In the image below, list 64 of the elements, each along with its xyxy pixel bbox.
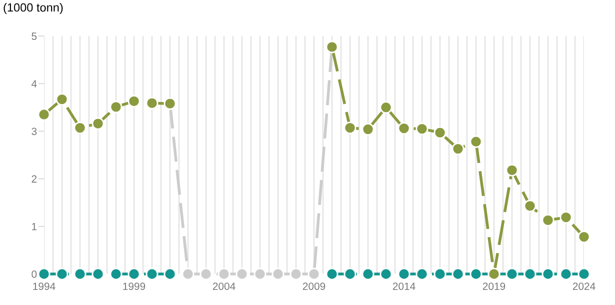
point xyxy=(434,268,446,280)
y-tick-label: 0 xyxy=(32,270,37,278)
point xyxy=(146,268,158,280)
point xyxy=(74,268,86,280)
point xyxy=(56,93,68,106)
point xyxy=(56,268,68,280)
point xyxy=(380,268,392,280)
x-tick-label: 2009 xyxy=(302,282,326,290)
point xyxy=(560,211,572,224)
point xyxy=(578,268,590,280)
point xyxy=(164,268,176,280)
y-tick-label: 5 xyxy=(32,32,37,40)
x-tick-label: 2014 xyxy=(392,282,416,290)
point xyxy=(416,122,428,136)
point xyxy=(38,108,50,121)
point xyxy=(542,268,554,280)
point xyxy=(254,268,266,280)
point xyxy=(398,268,410,280)
x-tick-label: 1994 xyxy=(33,282,56,290)
y-axis-title: (1000 tonn) xyxy=(4,3,63,14)
point xyxy=(506,268,518,280)
point xyxy=(110,100,122,114)
point xyxy=(470,135,482,148)
point xyxy=(362,268,374,280)
point xyxy=(290,268,302,280)
point xyxy=(272,268,284,280)
point xyxy=(92,117,104,130)
point xyxy=(200,268,212,280)
point xyxy=(578,230,590,244)
point xyxy=(344,268,356,280)
point xyxy=(128,94,140,108)
point xyxy=(416,268,428,280)
x-tick-label: 2024 xyxy=(572,282,596,290)
y-tick-label: 2 xyxy=(32,175,37,183)
point xyxy=(74,122,86,134)
y-tick-label: 4 xyxy=(32,80,37,88)
point xyxy=(182,268,194,280)
point xyxy=(452,142,464,156)
point xyxy=(542,214,554,226)
point xyxy=(452,268,464,280)
point xyxy=(308,268,320,280)
point xyxy=(218,268,230,280)
point xyxy=(506,164,518,176)
point xyxy=(560,268,572,280)
point xyxy=(326,268,338,280)
point xyxy=(362,123,374,136)
point xyxy=(380,101,392,114)
point xyxy=(470,268,482,280)
x-tick-label: 1999 xyxy=(123,282,146,290)
point xyxy=(524,200,536,212)
point xyxy=(236,268,248,280)
y-tick-label: 1 xyxy=(32,223,37,230)
point xyxy=(398,122,410,135)
point xyxy=(110,268,122,280)
point xyxy=(524,268,536,280)
x-tick-label: 2004 xyxy=(212,282,236,290)
point xyxy=(344,122,356,134)
point xyxy=(128,268,140,280)
y-tick-label: 3 xyxy=(32,128,37,136)
point xyxy=(434,126,446,139)
point xyxy=(38,268,50,280)
x-tick-label: 2019 xyxy=(482,282,506,290)
point xyxy=(92,268,104,280)
point xyxy=(146,96,158,110)
